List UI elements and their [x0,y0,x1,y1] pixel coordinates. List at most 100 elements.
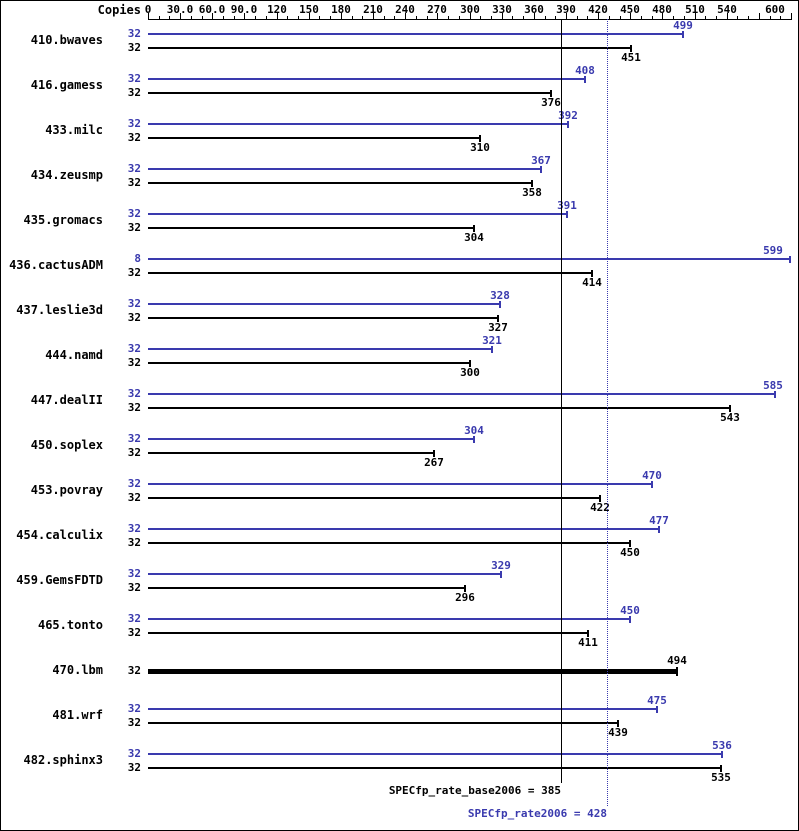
peak-bar [148,708,657,710]
base-value-label: 422 [590,501,610,514]
benchmark-name: 454.calculix [16,528,103,542]
x-axis-minor-tick [298,16,299,19]
peak-bar [148,33,683,35]
x-axis-minor-tick [202,16,203,19]
base-bar-endcap [497,315,499,322]
peak-bar-endcap [473,436,475,443]
base-bar [148,767,721,769]
peak-bar-endcap [682,31,684,38]
x-axis-line [148,19,792,20]
base-copies-value: 32 [127,401,141,414]
x-axis-minor-tick [555,16,556,19]
base-bar [148,632,588,634]
copies-column-header: Copies [97,3,141,17]
peak-copies-value: 32 [127,162,141,175]
x-axis-minor-tick [266,16,267,19]
x-axis-minor-tick [737,16,738,19]
base-copies-value: 32 [127,176,141,189]
base-value-label: 543 [720,411,740,424]
base-copies-value: 32 [127,716,141,729]
benchmark-name: 450.soplex [30,438,103,452]
x-axis-minor-tick [748,16,749,19]
peak-value-label: 475 [647,694,667,707]
benchmark-name: 434.zeusmp [30,168,103,182]
base-copies-value: 32 [127,491,141,504]
base-copies-value: 32 [127,131,141,144]
x-axis-minor-tick [223,16,224,19]
x-axis-major-tick [759,13,760,19]
peak-bar-endcap [651,481,653,488]
reference-line-label-peak: SPECfp_rate2006 = 428 [467,807,607,820]
peak-bar-endcap [629,616,631,623]
base-copies-value: 32 [127,356,141,369]
base-bar [148,92,551,94]
x-axis-major-tick [373,13,374,19]
x-axis-major-tick [180,13,181,19]
x-axis-tick-label: 600 [765,3,785,16]
base-bar-endcap [630,45,632,52]
x-axis-minor-tick [770,16,771,19]
peak-value-label: 408 [575,64,595,77]
x-axis-tick-label: 30.0 [166,3,194,16]
x-axis-minor-tick [384,16,385,19]
benchmark-name: 410.bwaves [30,33,103,47]
x-axis-tick-label: 0 [144,3,152,16]
base-bar [148,587,465,589]
peak-bar [148,213,567,215]
peak-bar [148,168,541,170]
benchmark-name: 459.GemsFDTD [16,573,103,587]
single-copies-value: 32 [127,664,141,677]
peak-copies-value: 32 [127,72,141,85]
base-value-label: 439 [608,726,628,739]
base-copies-value: 32 [127,266,141,279]
x-axis-minor-tick [330,16,331,19]
base-bar [148,47,631,49]
x-axis-minor-tick [684,16,685,19]
peak-bar [148,303,500,305]
base-bar [148,452,434,454]
base-bar-endcap [433,450,435,457]
x-axis-minor-tick [620,16,621,19]
x-axis-tick-label: 60.0 [198,3,226,16]
peak-copies-value: 32 [127,612,141,625]
base-bar [148,407,730,409]
x-axis-minor-tick [319,16,320,19]
base-copies-value: 32 [127,446,141,459]
reference-line-base [561,19,562,783]
peak-copies-value: 32 [127,522,141,535]
x-axis-major-tick [309,13,310,19]
peak-copies-value: 32 [127,117,141,130]
base-bar-endcap [720,765,722,772]
x-axis-tick-label: 480 [652,3,672,16]
peak-value-label: 585 [763,379,783,392]
x-axis-major-tick [502,13,503,19]
peak-copies-value: 32 [127,702,141,715]
peak-value-label: 450 [620,604,640,617]
benchmark-name: 435.gromacs [23,213,103,227]
peak-bar [148,78,585,80]
base-bar [148,362,470,364]
base-bar-endcap [479,135,481,142]
x-axis-minor-tick [480,16,481,19]
reference-line-peak [607,19,608,806]
x-axis-minor-tick [780,16,781,19]
x-axis-tick-label: 90.0 [230,3,258,16]
x-axis-minor-tick [159,16,160,19]
x-axis-minor-tick [641,16,642,19]
benchmark-name: 470.lbm [52,663,103,677]
base-bar-endcap [629,540,631,547]
benchmark-name: 453.povray [30,483,103,497]
x-axis-tick-label: 300 [460,3,480,16]
x-axis-tick-label: 210 [363,3,383,16]
x-axis-major-tick [791,13,792,19]
x-axis-minor-tick [416,16,417,19]
x-axis-major-tick [148,13,149,19]
base-value-label: 376 [541,96,561,109]
x-axis-major-tick [727,13,728,19]
peak-bar [148,123,568,125]
base-bar [148,182,532,184]
base-value-label: 358 [522,186,542,199]
base-value-label: 327 [488,321,508,334]
base-bar-endcap [617,720,619,727]
peak-bar-endcap [500,571,502,578]
